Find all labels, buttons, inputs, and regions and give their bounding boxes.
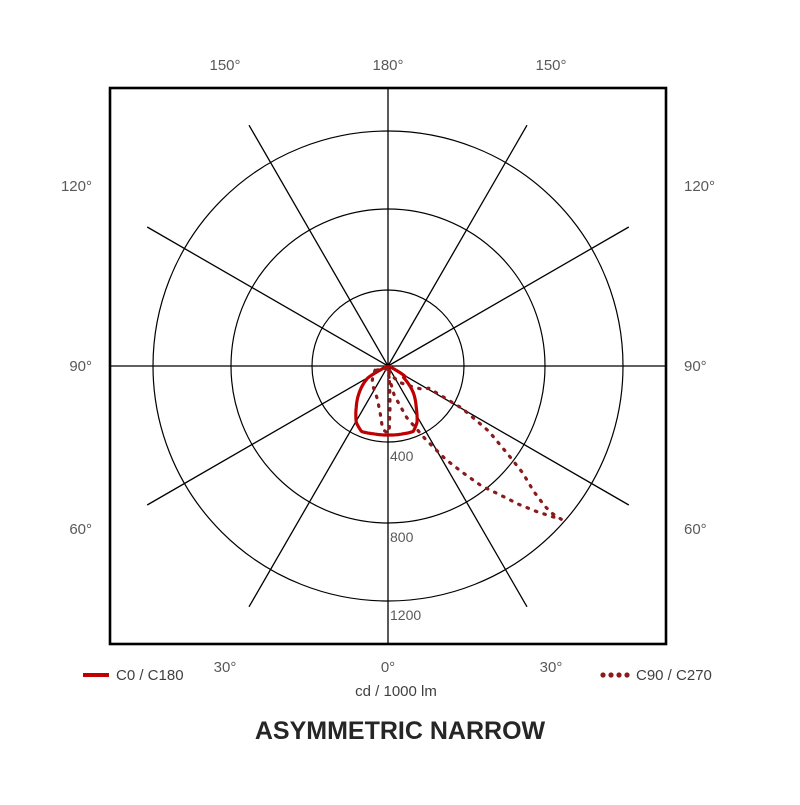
svg-text:120°: 120°	[684, 178, 715, 195]
svg-text:0°: 0°	[381, 659, 395, 676]
svg-text:150°: 150°	[535, 57, 566, 74]
svg-text:60°: 60°	[684, 521, 707, 538]
svg-text:C90 / C270: C90 / C270	[636, 667, 712, 684]
svg-text:60°: 60°	[69, 521, 92, 538]
svg-text:30°: 30°	[214, 659, 237, 676]
svg-text:cd / 1000 lm: cd / 1000 lm	[355, 683, 437, 700]
svg-text:ASYMMETRIC NARROW: ASYMMETRIC NARROW	[255, 717, 546, 745]
svg-text:90°: 90°	[69, 358, 92, 375]
svg-text:180°: 180°	[372, 57, 403, 74]
svg-text:800: 800	[390, 529, 414, 545]
svg-text:120°: 120°	[61, 178, 92, 195]
svg-text:30°: 30°	[540, 659, 563, 676]
svg-text:1200: 1200	[390, 607, 421, 623]
svg-text:90°: 90°	[684, 358, 707, 375]
svg-text:400: 400	[390, 448, 414, 464]
svg-text:C0 / C180: C0 / C180	[116, 667, 184, 684]
svg-text:150°: 150°	[209, 57, 240, 74]
